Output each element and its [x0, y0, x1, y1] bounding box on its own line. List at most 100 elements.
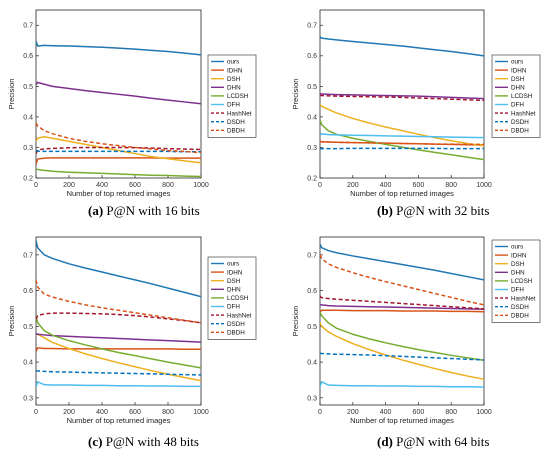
x-tick-label: 400 [380, 409, 392, 416]
series-line-lcdsh [320, 119, 484, 161]
series-line-dhn [36, 332, 201, 343]
series-line-ours [36, 40, 201, 56]
series-line-dfh [320, 132, 484, 139]
series-line-dbdh [320, 140, 484, 146]
y-axis-label: Precision [291, 79, 300, 110]
y-tick-label: 0.5 [307, 84, 317, 91]
panel-letter: (b) [377, 203, 393, 218]
legend-label: DSH [511, 261, 525, 268]
series-line-dbdh [36, 122, 201, 154]
legend-label: ours [511, 59, 523, 66]
legend-label: LCDSH [227, 93, 249, 100]
legend-label: LCDSH [227, 295, 249, 302]
legend-label: IDHN [511, 67, 527, 74]
legend-label: DSH [511, 76, 525, 83]
legend-label: HashNet [511, 295, 536, 302]
series-line-dsdh [320, 147, 484, 150]
legend-label: HashNet [227, 312, 252, 319]
panel-caption: (b) P@N with 32 bits [377, 203, 489, 218]
series-line-hashnet [320, 94, 484, 102]
series-line-hashnet [36, 312, 201, 324]
x-tick-label: 1000 [476, 409, 492, 416]
x-tick-label: 1000 [476, 182, 492, 189]
series-line-dhn [320, 304, 484, 310]
legend-label: DBDH [511, 128, 529, 135]
series-line-hashnet [320, 295, 484, 310]
x-tick-label: 800 [445, 182, 457, 189]
panel-2: 0.2 0.3 0.4 0.5 0.6 0.7 0 200 400 600 800 1000 Numbe… [291, 9, 541, 218]
legend-label: DSH [227, 278, 241, 285]
legend-label: DSDH [511, 304, 529, 311]
legend-label: LCDSH [511, 278, 533, 285]
legend-label: DHN [227, 85, 241, 92]
x-axis-label: Number of top returned images [67, 416, 171, 425]
legend-label: ours [227, 59, 239, 66]
y-tick-label: 0.7 [307, 252, 317, 259]
legend-label: DFH [227, 102, 240, 109]
y-tick-label: 0.3 [23, 145, 33, 152]
series-line-dhn [36, 81, 201, 105]
y-tick-label: 0.5 [23, 84, 33, 91]
x-tick-label: 600 [129, 409, 141, 416]
y-axis-label: Precision [7, 79, 16, 110]
plot-area [35, 236, 202, 406]
series-line-dsdh [320, 352, 484, 361]
y-tick-label: 0.3 [307, 395, 317, 402]
x-tick-label: 0 [34, 182, 38, 189]
legend-label: HashNet [227, 110, 252, 117]
series-line-ours [320, 36, 484, 57]
panel-caption: (d) P@N with 64 bits [377, 434, 489, 449]
legend-label: DSDH [511, 119, 529, 126]
y-tick-label: 0.4 [23, 360, 33, 367]
x-tick-label: 400 [96, 409, 108, 416]
x-tick-label: 0 [318, 409, 322, 416]
y-axis-label: Precision [7, 306, 16, 337]
panel-caption-text: P@N with 16 bits [103, 203, 199, 218]
y-tick-label: 0.7 [23, 23, 33, 30]
y-tick-label: 0.4 [307, 114, 317, 121]
y-tick-label: 0.6 [23, 288, 33, 295]
legend-label: DBDH [511, 313, 529, 320]
series-line-ours [320, 243, 484, 281]
x-tick-label: 200 [347, 182, 359, 189]
legend-label: IDHN [511, 252, 527, 259]
x-tick-label: 400 [96, 182, 108, 189]
legend-label: IDHN [227, 269, 243, 276]
series-line-dbdh [36, 279, 201, 324]
x-tick-label: 200 [63, 409, 75, 416]
x-tick-label: 600 [129, 182, 141, 189]
legend-label: DHN [511, 270, 525, 277]
x-tick-label: 1000 [193, 182, 209, 189]
series-line-ours [36, 240, 201, 298]
series-line-dsh [320, 104, 484, 147]
y-tick-label: 0.5 [307, 324, 317, 331]
legend-label: IDHN [227, 67, 243, 74]
x-tick-label: 800 [162, 182, 174, 189]
y-tick-label: 0.3 [23, 395, 33, 402]
panel-caption-text: P@N with 64 bits [393, 434, 489, 449]
series-line-lcdsh [320, 311, 484, 362]
x-tick-label: 600 [413, 182, 425, 189]
legend-label: DSH [227, 76, 241, 83]
y-tick-label: 0.2 [307, 175, 317, 182]
x-axis-label: Number of top returned images [350, 416, 454, 425]
series-line-lcdsh [36, 168, 201, 178]
x-tick-label: 400 [380, 182, 392, 189]
panel-4: 0.3 0.4 0.5 0.6 0.7 0 200 400 600 800 1000 Number o… [291, 236, 541, 449]
plot-area [319, 9, 485, 179]
series-line-dfh [36, 381, 201, 388]
legend-label: ours [227, 261, 239, 268]
legend-label: DFH [227, 304, 240, 311]
x-tick-label: 0 [34, 409, 38, 416]
panel-caption-text: P@N with 48 bits [102, 434, 198, 449]
series-line-dsdh [36, 370, 201, 376]
legend-label: DSDH [227, 119, 245, 126]
y-tick-label: 0.7 [307, 23, 317, 30]
legend-label: DFH [511, 102, 524, 109]
panel-caption: (a) P@N with 16 bits [88, 203, 200, 218]
legend-label: LCDSH [511, 93, 533, 100]
series-line-idhn [320, 309, 484, 313]
